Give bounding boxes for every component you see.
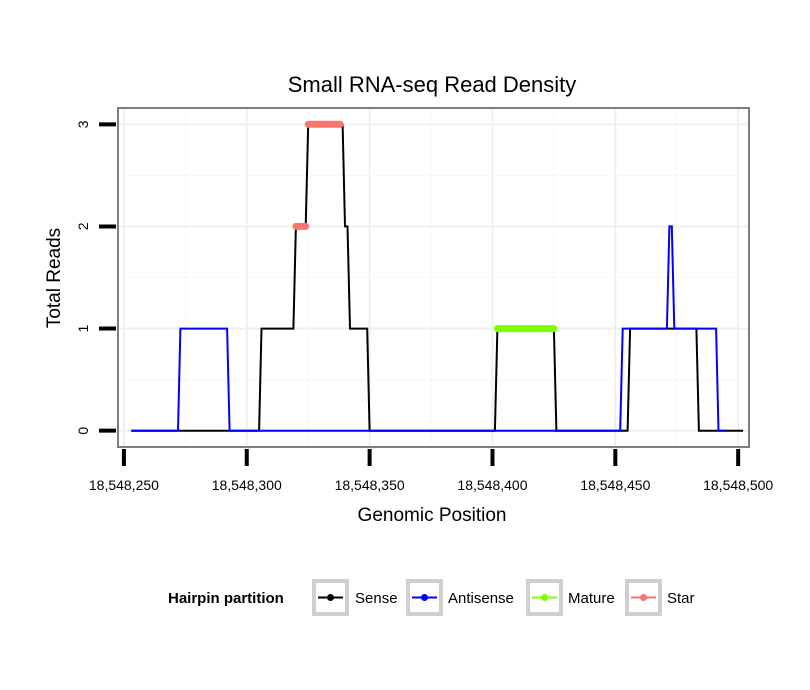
y-axis-title: Total Reads: [44, 228, 65, 328]
x-tick-label: 18,548,450: [580, 477, 650, 493]
legend-point-antisense: [421, 594, 428, 601]
legend-point-mature: [541, 594, 548, 601]
legend-label-mature: Mature: [568, 590, 615, 607]
x-tick-label: 18,548,300: [212, 477, 282, 493]
x-axis-title: Genomic Position: [358, 505, 507, 526]
y-axis: 0 1 2 3: [75, 120, 116, 435]
legend: Hairpin partition Sense Antisense Mature St…: [168, 579, 695, 616]
series-lines: [131, 120, 744, 432]
legend-point-star: [640, 594, 647, 601]
series-antisense-line: [131, 225, 726, 432]
plot-panel-border: [117, 107, 750, 448]
y-tick-label: 0: [75, 427, 91, 435]
series-sense-line: [131, 123, 744, 432]
x-tick-label: 18,548,350: [335, 477, 405, 493]
legend-label-antisense: Antisense: [448, 590, 514, 607]
legend-title: Hairpin partition: [168, 590, 284, 607]
legend-label-sense: Sense: [355, 590, 398, 607]
y-tick-label: 1: [75, 324, 91, 332]
y-tick-label: 2: [75, 222, 91, 230]
legend-point-sense: [327, 594, 334, 601]
x-tick-label: 18,548,250: [89, 477, 159, 493]
y-tick-label: 3: [75, 120, 91, 128]
legend-label-star: Star: [667, 590, 695, 607]
x-axis: 18,548,250 18,548,300 18,548,350 18,548,400…: [89, 449, 773, 493]
x-tick-label: 18,548,500: [703, 477, 773, 493]
grid: [119, 109, 748, 446]
chart-title: Small RNA-seq Read Density: [288, 72, 577, 97]
x-tick-label: 18,548,400: [457, 477, 527, 493]
